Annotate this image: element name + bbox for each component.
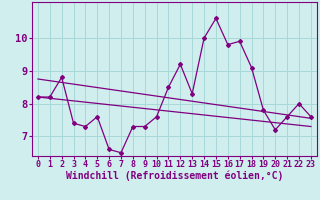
- X-axis label: Windchill (Refroidissement éolien,°C): Windchill (Refroidissement éolien,°C): [66, 171, 283, 181]
